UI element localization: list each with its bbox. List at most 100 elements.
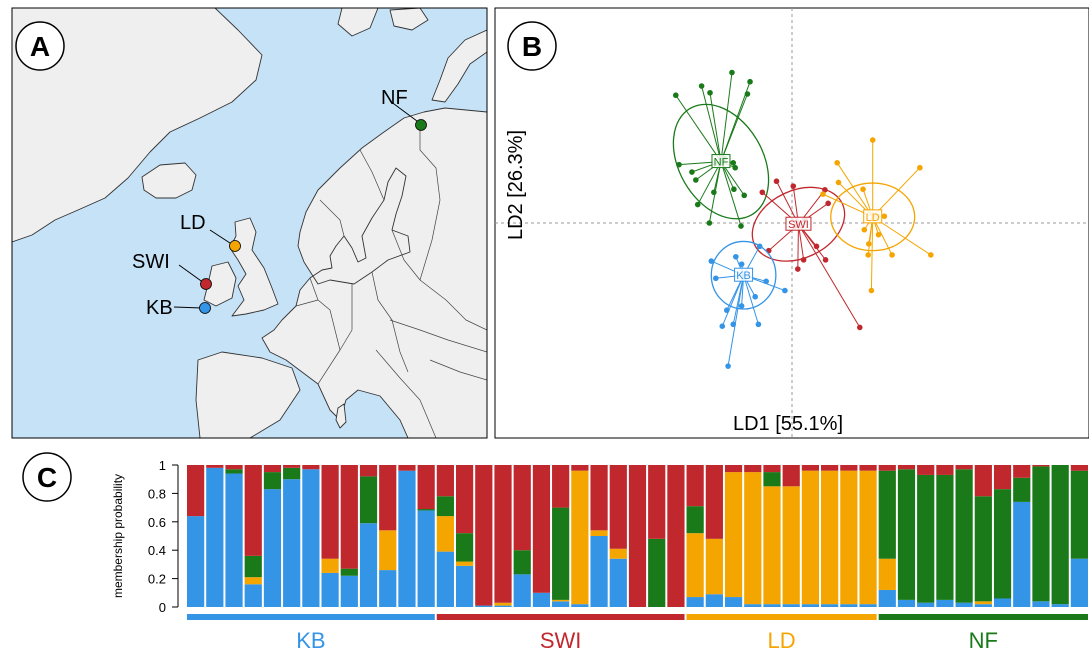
membership-bar [475,465,493,607]
membership-bar [513,465,531,607]
lda-point-nf [747,78,753,85]
great-britain-shape [229,217,279,317]
membership-segment-swi [283,465,301,468]
membership-bar [686,465,704,607]
membership-bar [283,465,301,607]
membership-segment-kb [763,604,781,607]
iberia-shape [195,351,301,438]
membership-segment-nf [974,496,992,602]
lda-point-ld [860,186,866,193]
membership-segment-kb [398,470,416,607]
membership-bar [878,465,896,607]
membership-segment-ld [244,577,262,585]
lda-spoke-nf [701,85,722,162]
membership-segment-kb [1051,604,1069,607]
membership-segment-ld [801,470,820,605]
lda-panel: NF SWI LD KB LD1 [55.1%] LD2 [26.3%] B [494,7,1089,439]
lda-point-ld [868,287,875,294]
svg-text:C: C [37,462,57,493]
membership-segment-kb [475,605,493,607]
membership-group-bar-kb [187,614,435,620]
membership-bar [590,465,608,607]
membership-y-tick-label: 1 [159,458,166,473]
membership-segment-nf [955,469,973,603]
membership-segment-kb [571,604,589,607]
membership-segment-nf [763,472,781,487]
lda-point-swi [795,266,801,272]
membership-segment-kb [532,592,551,607]
membership-bar [763,465,781,607]
lda-spoke-nf [720,161,742,227]
lda-point-kb [782,287,788,294]
membership-segment-swi [686,465,704,507]
lda-spoke-kb [727,275,745,367]
membership-segment-swi [936,465,954,475]
membership-bar [628,465,647,607]
membership-bar [206,465,224,607]
membership-bar [974,465,992,607]
membership-segment-swi [206,465,224,468]
lda-point-ld [869,137,876,143]
membership-segment-kb [782,604,800,607]
membership-segment-swi [1070,465,1088,471]
membership-segment-ld [455,561,474,566]
membership-segment-kb [609,558,627,607]
membership-bar [993,465,1012,607]
membership-segment-kb [686,597,704,607]
lda-x-axis-label: LD1 [55.1%] [733,413,843,435]
lda-point-swi [813,243,820,250]
membership-bar [609,465,627,607]
membership-bar [552,465,570,607]
membership-segment-kb [705,594,723,607]
membership-segment-swi [878,465,896,471]
site-label-kb: KB [146,297,173,319]
svalbard-shape [337,8,379,37]
membership-segment-swi [1013,465,1031,478]
membership-bar [859,465,877,607]
membership-bar [263,465,282,607]
membership-segment-swi [821,465,839,471]
membership-segment-swi [302,465,320,470]
membership-bar [321,465,339,607]
membership-segment-kb [840,604,858,607]
map-frame [11,7,488,439]
sardinia-shape [335,403,347,429]
membership-bar [417,465,435,607]
map-panel: NF LD SWI KB A [11,7,488,439]
lda-point-swi [790,183,797,189]
membership-segment-swi [494,465,512,603]
lda-centroid-label-nf: NF [711,154,731,169]
membership-segment-kb [494,605,512,607]
lda-point-ld [861,226,868,233]
lda-point-ld [820,191,826,197]
lda-series-nf: NF [672,69,770,229]
svg-text:A: A [30,31,50,62]
membership-segment-ld [609,548,627,559]
lda-spoke-nf [720,81,751,162]
membership-bars [187,465,1088,607]
lda-point-ld [834,160,840,166]
membership-group-bar-nf [878,614,1088,620]
membership-segment-ld [878,558,896,590]
map-site-kb: KB [146,297,211,319]
membership-segment-kb [1013,501,1031,607]
membership-group-label-nf: NF [969,628,998,651]
membership-segment-ld [744,472,762,605]
membership-bar [436,465,454,607]
svg-text:B: B [522,31,542,62]
lda-plot-area: NF SWI LD KB [495,8,1089,438]
membership-segment-ld [436,516,454,552]
membership-segment-kb [955,602,973,607]
lda-spoke-ld [870,216,874,291]
membership-segment-nf [1032,466,1050,602]
lda-point-nf [676,161,682,168]
lda-spoke-ld [872,167,921,218]
membership-bar [782,465,800,607]
membership-segment-swi [379,465,397,531]
membership-group-label-ld: LD [768,628,796,651]
lda-spoke-kb [743,275,759,325]
membership-segment-swi [705,465,723,539]
lda-centroid-box-ld [863,209,883,224]
membership-segment-kb [340,575,358,607]
